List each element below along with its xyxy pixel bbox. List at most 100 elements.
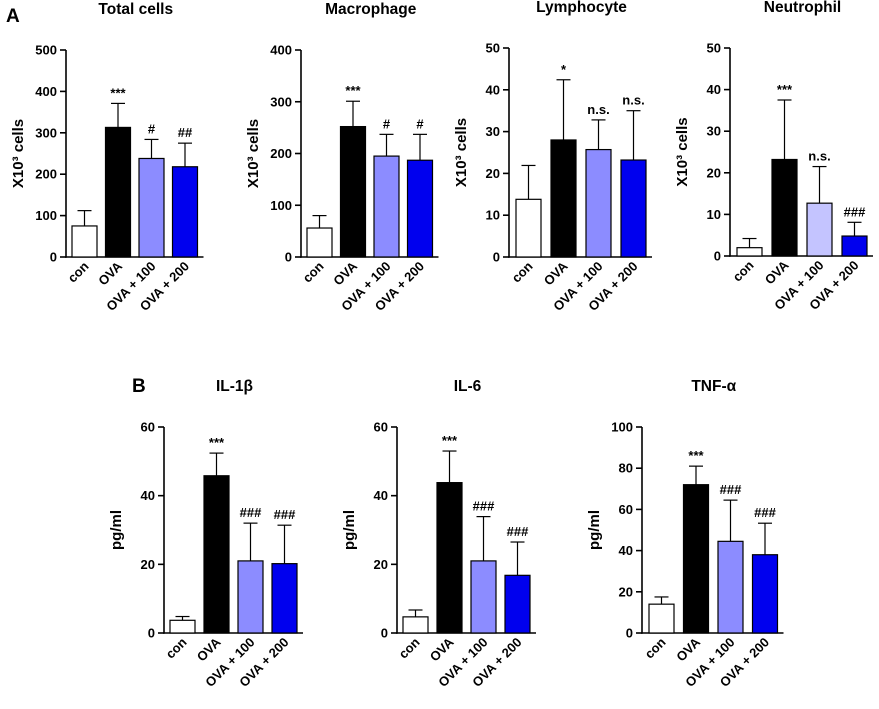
lymphocyte-ytick-label: 40 [486,82,500,97]
neutrophil-xtick-con: con [730,257,757,284]
il-1-bar-ova [203,475,230,634]
tnf-ytick-label: 0 [626,626,633,641]
total-cells-bar-ova [104,126,132,258]
il-6-ytick-label: 60 [374,420,388,435]
total-cells-annotation-ova-100: # [148,121,156,136]
macrophage-annotation-ova-200: # [416,116,424,131]
il-6-annotation-ova-100: ### [473,499,495,514]
total-cells-bar-con [71,225,98,258]
total-cells-ytick-label: 500 [35,43,57,58]
macrophage-bar-con [306,227,333,258]
macrophage-ytick-label: 400 [270,43,292,58]
lymphocyte-ytick-label: 10 [486,208,500,223]
il-1-ytick-label: 60 [141,420,155,435]
neutrophil-title: Neutrophil [764,0,842,16]
macrophage-ytick-label: 300 [270,94,292,109]
il-6-ytick-label: 0 [381,626,388,641]
lymphocyte-annotation-ova-100: n.s. [587,102,609,117]
il-6-bar-ova [436,482,463,634]
total-cells-bar-ova-100 [138,157,165,258]
il-6-bar-ova-100 [470,560,497,634]
lymphocyte-bar-ova-100 [585,148,612,258]
tnf-ylabel: pg/ml [586,510,603,550]
il-6-ylabel: pg/ml [341,510,358,550]
lymphocyte-annotation-ova-200: n.s. [622,93,644,108]
macrophage-ytick-label: 100 [270,198,292,213]
neutrophil-ytick-label: 10 [707,207,721,222]
lymphocyte-ylabel: X10³ cells [453,118,470,187]
neutrophil-bar-ova-200 [841,235,868,257]
tnf-annotation-ova-200: ### [754,505,776,520]
macrophage-ytick-label: 200 [270,146,292,161]
lymphocyte-bar-ova [550,139,577,258]
panel-label-a: A [6,6,20,27]
il-6-bar-ova-200 [504,574,531,634]
total-cells-ytick-label: 400 [35,84,57,99]
macrophage-annotation-ova: *** [345,83,361,98]
macrophage-bar-ova-200 [406,159,434,258]
il-1-bar-ova-100 [237,560,264,634]
macrophage-bar-ova-100 [373,155,400,258]
il-1-bar-con [169,619,196,634]
neutrophil-ylabel: X10³ cells [674,117,691,186]
macrophage-title: Macrophage [325,1,417,18]
tnf-ytick-label: 20 [619,584,633,599]
neutrophil-annotation-ova: *** [777,82,793,97]
lymphocyte-bar-ova-200 [620,159,647,258]
total-cells-ytick-label: 0 [50,250,57,265]
tnf-ytick-label: 80 [619,461,633,476]
il-1-annotation-ova-100: ### [240,505,262,520]
lymphocyte-ytick-label: 20 [486,166,500,181]
total-cells-annotation-ova-200: ## [178,125,193,140]
il-1-xtick-con: con [163,634,190,661]
macrophage-xtick-con: con [300,258,327,285]
macrophage-annotation-ova-100: # [383,116,391,131]
il-1-annotation-ova: *** [209,435,225,450]
il-1-xtick-ova: OVA [194,634,224,664]
il-6-xtick-ova: OVA [427,634,457,664]
il-1-ytick-label: 20 [141,557,155,572]
neutrophil-ytick-label: 40 [707,82,721,97]
total-cells-ytick-label: 300 [35,125,57,140]
total-cells-xtick-ova: OVA [95,258,125,288]
tnf-annotation-ova-100: ### [720,482,742,497]
neutrophil-bar-ova-100 [806,202,833,257]
il-1-ytick-label: 0 [148,626,155,641]
il-6-title: IL-6 [454,378,482,395]
total-cells-bar-ova-200 [171,166,199,258]
lymphocyte-ytick-label: 50 [486,41,500,56]
macrophage-ylabel: X10³ cells [245,119,262,188]
il-1-ytick-label: 40 [141,488,155,503]
tnf-xtick-ova: OVA [673,634,703,664]
tnf-xtick-con: con [642,634,669,661]
il-1-ylabel: pg/ml [108,510,125,550]
tnf-annotation-ova: *** [688,448,704,463]
neutrophil-bar-con [736,247,763,257]
lymphocyte-xtick-ova: OVA [541,258,571,288]
total-cells-ytick-label: 100 [35,208,57,223]
neutrophil-ytick-label: 50 [707,41,721,56]
total-cells-ylabel: X10³ cells [10,119,27,188]
il-1-bar-ova-200 [271,563,298,634]
il-6-bar-con [402,616,429,634]
lymphocyte-ytick-label: 30 [486,124,500,139]
neutrophil-annotation-ova-200: ### [844,204,866,219]
il-6-xtick-con: con [396,634,423,661]
tnf-ytick-label: 40 [619,543,633,558]
neutrophil-annotation-ova-100: n.s. [808,149,830,164]
il-1-title: IL-1β [216,378,253,395]
lymphocyte-xtick-con: con [509,258,536,285]
macrophage-xtick-ova: OVA [330,258,360,288]
total-cells-title: Total cells [98,1,173,18]
lymphocyte-title: Lymphocyte [536,0,627,16]
il-6-annotation-ova: *** [442,433,458,448]
il-6-annotation-ova-200: ### [507,524,529,539]
il-6-ytick-label: 20 [374,557,388,572]
il-1-annotation-ova-200: ### [274,507,296,522]
tnf-bar-ova-200 [751,554,779,634]
tnf-title: TNF-α [691,378,736,395]
lymphocyte-bar-con [515,198,542,258]
tnf-bar-ova [682,484,710,634]
